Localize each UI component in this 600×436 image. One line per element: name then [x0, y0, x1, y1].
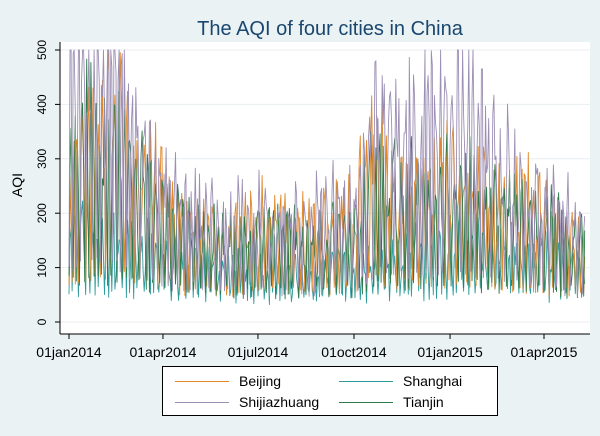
- y-tick-label-200: 200: [35, 203, 49, 223]
- series-line-shijiazhuang: [68, 49, 586, 298]
- x-tick-label-01jan2014: 01jan2014: [36, 344, 102, 360]
- x-tick-label-01apr2015: 01apr2015: [511, 344, 578, 360]
- series-layer: [68, 49, 586, 305]
- series-line-beijing: [68, 49, 586, 298]
- x-tick-label-01oct2014: 01oct2014: [321, 344, 387, 360]
- legend-swatch-shijiazhuang: [175, 401, 229, 403]
- legend-swatch-tianjin: [339, 401, 393, 403]
- y-tick-label-300: 300: [35, 148, 49, 168]
- legend-label-beijing: Beijing: [239, 373, 282, 389]
- legend-label-tianjin: Tianjin: [403, 394, 444, 410]
- legend: Beijing Shanghai Shijiazhuang Tianjin: [162, 366, 498, 416]
- y-tick-label-400: 400: [35, 94, 49, 114]
- series-line-tianjin: [68, 58, 586, 300]
- legend-item-tianjin: Tianjin: [339, 393, 444, 411]
- y-tick-label-0: 0: [35, 318, 49, 325]
- y-ticks: 0 100 200 300 400 500: [35, 40, 60, 325]
- legend-swatch-beijing: [175, 380, 229, 382]
- legend-label-shijiazhuang: Shijiazhuang: [239, 394, 320, 410]
- x-tick-label-01apr2014: 01apr2014: [129, 344, 196, 360]
- legend-item-shanghai: Shanghai: [339, 372, 462, 390]
- legend-swatch-shanghai: [339, 380, 393, 382]
- chart-title: The AQI of four cities in China: [197, 18, 464, 40]
- x-ticks: 01jan2014 01apr2014 01jul2014 01oct2014 01ja…: [36, 334, 578, 360]
- legend-item-shijiazhuang: Shijiazhuang: [175, 393, 319, 411]
- y-axis-label: AQI: [9, 173, 25, 197]
- legend-label-shanghai: Shanghai: [403, 373, 463, 389]
- x-tick-label-01jul2014: 01jul2014: [228, 344, 289, 360]
- x-tick-label-01jan2015: 01jan2015: [417, 344, 483, 360]
- legend-item-beijing: Beijing: [175, 372, 281, 390]
- y-tick-label-500: 500: [35, 40, 49, 60]
- y-tick-label-100: 100: [35, 257, 49, 277]
- axes: [59, 42, 590, 335]
